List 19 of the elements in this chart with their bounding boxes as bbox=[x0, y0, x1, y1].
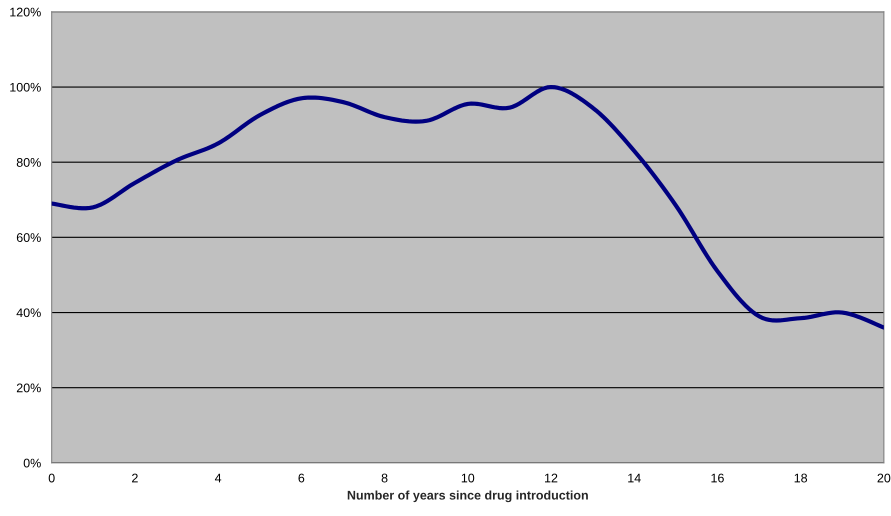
y-tick-label: 0% bbox=[24, 458, 41, 468]
x-tick-label: 0 bbox=[48, 474, 55, 482]
y-tick-label: 60% bbox=[16, 233, 41, 242]
x-tick-label: 12 bbox=[544, 474, 558, 482]
x-tick-label: 16 bbox=[711, 474, 724, 482]
x-tick-label: 20 bbox=[878, 474, 890, 482]
x-tick-label: 6 bbox=[298, 474, 304, 482]
x-axis-title: Number of years since drug introduction bbox=[348, 490, 588, 502]
x-tick-label: 10 bbox=[462, 474, 474, 482]
y-tick-label: 80% bbox=[16, 158, 41, 167]
x-tick-label: 4 bbox=[214, 474, 222, 482]
y-tick-label: 100% bbox=[10, 82, 41, 92]
x-tick-label: 2 bbox=[132, 474, 138, 482]
x-tick-label: 18 bbox=[794, 474, 808, 482]
y-tick-label: 120% bbox=[10, 8, 41, 17]
x-tick-label: 14 bbox=[628, 474, 641, 482]
y-tick-label: 20% bbox=[16, 383, 41, 392]
y-tick-label: 40% bbox=[16, 308, 41, 318]
x-tick-label: 8 bbox=[382, 474, 388, 482]
